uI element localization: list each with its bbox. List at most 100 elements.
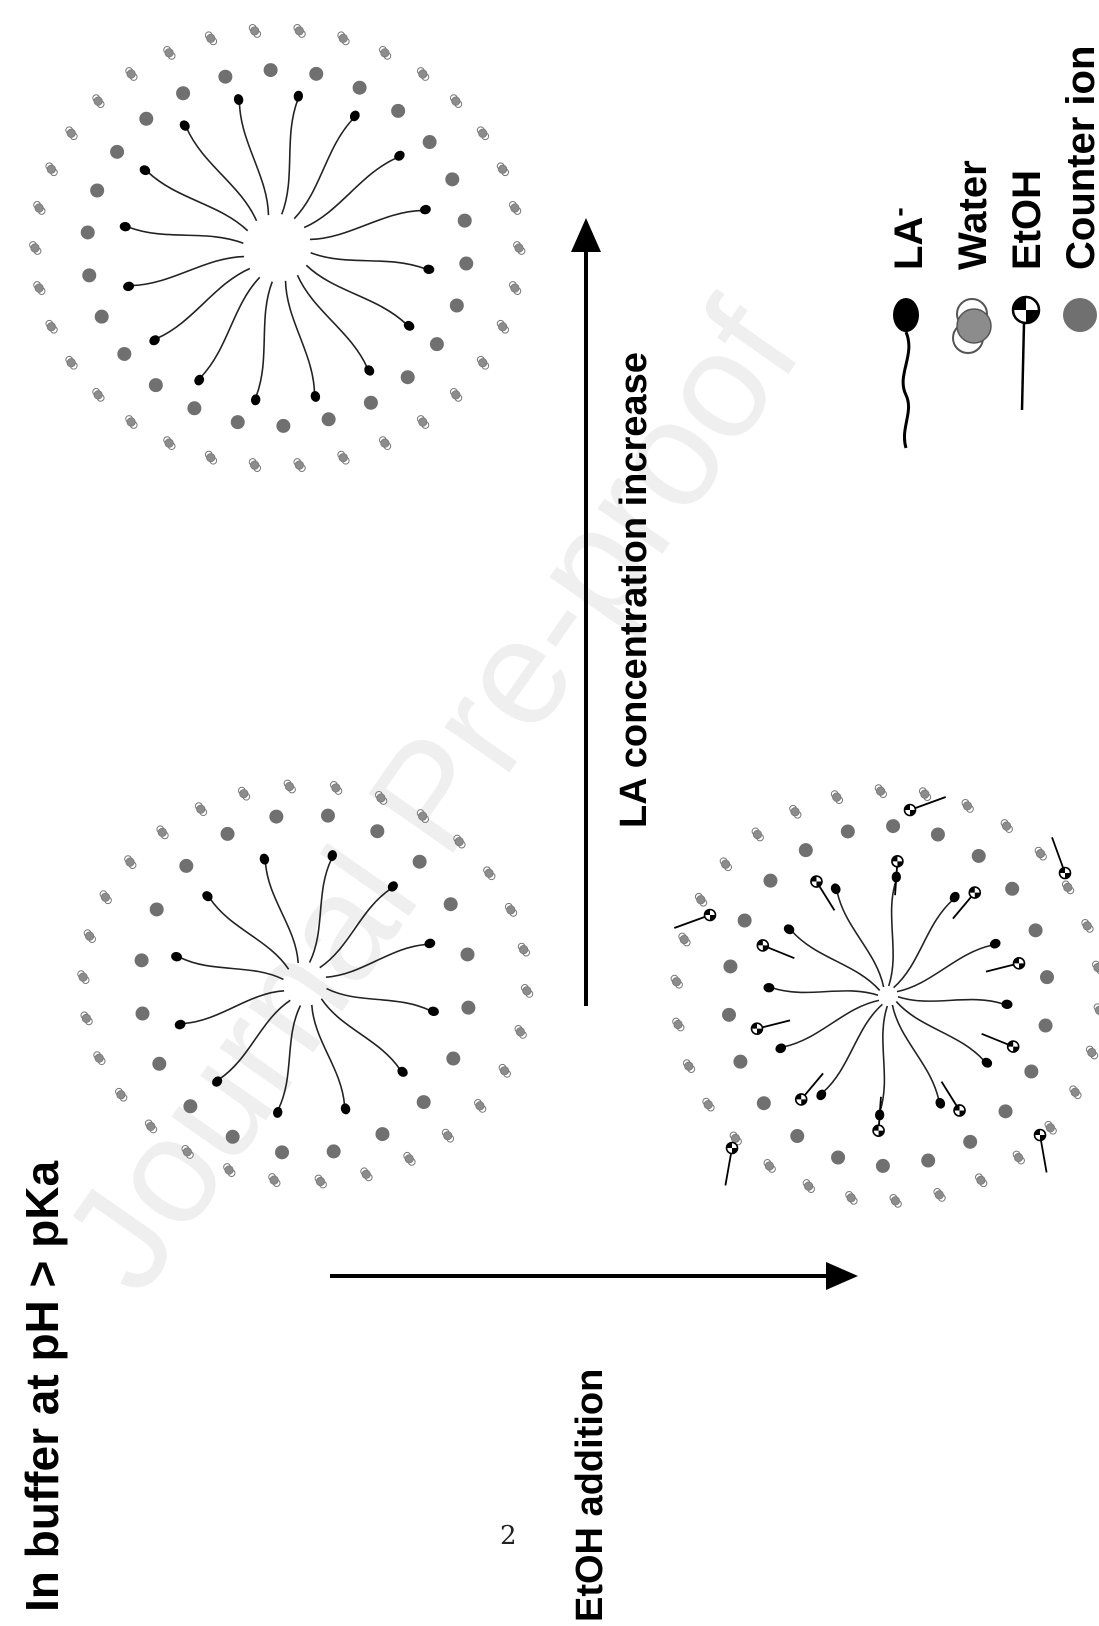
counter-ion <box>82 268 97 283</box>
ethanol-molecule <box>756 939 795 959</box>
counter-ion <box>422 135 437 150</box>
water-molecule <box>918 787 932 802</box>
surfactant <box>897 995 1013 1010</box>
concentration-label: LA concentration increase <box>613 352 655 828</box>
surfactant-tail <box>887 880 897 987</box>
water-molecule <box>293 458 306 472</box>
surfactant-head <box>775 1043 787 1054</box>
water-molecule <box>378 45 392 60</box>
surfactant-head <box>949 891 960 903</box>
counter-ion <box>971 848 986 863</box>
surfactant-head <box>394 150 405 161</box>
surfactant <box>179 120 258 222</box>
surfactant-tail <box>128 226 244 245</box>
water-molecule <box>474 1099 487 1113</box>
counter-ion <box>457 213 472 228</box>
water-molecule <box>360 1167 373 1182</box>
surfactant-tail <box>326 987 431 1012</box>
surfactant-head <box>259 853 270 865</box>
water-molecule <box>763 1159 776 1173</box>
surfactant-head <box>387 881 398 892</box>
la-surfactant-icon <box>893 298 919 449</box>
counter-ion <box>445 172 460 187</box>
surfactant <box>149 267 251 346</box>
water-molecule <box>672 1017 685 1032</box>
water-molecule <box>1081 918 1094 933</box>
surfactant-head <box>149 335 160 346</box>
counter-ion <box>840 824 855 839</box>
counter-ion <box>352 80 367 95</box>
counter-ion <box>963 1134 978 1149</box>
surfactant <box>763 982 879 997</box>
surfactant-head <box>179 120 190 131</box>
watermark: Journal Pre-proof <box>29 272 832 1318</box>
water-molecule <box>476 355 490 370</box>
surfactant <box>830 883 885 988</box>
water-molecule <box>729 1131 742 1146</box>
counter-ion <box>309 66 324 81</box>
micelle-in-buffer <box>77 779 534 1189</box>
water-molecule <box>268 1173 281 1187</box>
water-molecule <box>283 779 296 794</box>
surfactant-head <box>327 850 338 862</box>
ethanol-molecule <box>940 1081 966 1117</box>
counter-ion <box>790 1129 805 1144</box>
water-molecule <box>933 1188 946 1202</box>
surfactant-tail <box>305 264 407 325</box>
counter-ion <box>443 897 458 912</box>
surfactant-head <box>981 1057 993 1068</box>
counter-ion <box>921 1153 936 1168</box>
surfactant-tail <box>185 127 258 222</box>
water-molecule <box>337 450 350 465</box>
counter-ion <box>723 959 738 974</box>
water-molecule <box>92 387 105 402</box>
counter-ion <box>998 1104 1013 1119</box>
surfactant <box>123 255 245 292</box>
surfactant-head <box>123 281 135 292</box>
surfactant-tail <box>895 1001 985 1062</box>
water-molecule <box>378 436 392 451</box>
surfactant-tail <box>893 899 954 989</box>
surfactant-tail <box>772 987 879 997</box>
surfactant-tail <box>218 999 291 1080</box>
water-molecule <box>1044 1120 1057 1135</box>
surfactant-tail <box>319 888 392 969</box>
etoh-addition-arrow <box>330 1262 858 1290</box>
water-molecule <box>92 94 105 109</box>
water-molecule <box>163 45 176 60</box>
surfactant-head <box>293 90 304 102</box>
surfactant-head <box>935 1097 946 1109</box>
surfactant-head <box>419 204 431 215</box>
counter-ion <box>416 1095 431 1110</box>
surfactant-head <box>989 938 1001 949</box>
surfactant-head <box>233 94 244 106</box>
surfactant-head <box>830 883 841 895</box>
water-molecule <box>719 857 732 872</box>
surfactant-tail <box>896 944 993 993</box>
surfactant <box>775 999 880 1054</box>
counter-ion <box>391 103 406 118</box>
water-molecule <box>223 1163 236 1177</box>
water-molecule <box>115 1087 128 1102</box>
counter-ion <box>139 111 154 126</box>
surfactant-tail <box>277 1005 302 1110</box>
counter-ion <box>110 144 125 159</box>
water-molecule <box>514 1025 527 1039</box>
surfactant-head <box>783 924 795 935</box>
surfactant <box>310 251 435 275</box>
water-molecule <box>416 67 430 81</box>
surfactant <box>119 221 244 245</box>
water-molecule <box>403 1151 416 1166</box>
counter-ion <box>460 947 475 962</box>
water-molecule <box>961 799 974 813</box>
surfactant-head <box>427 1006 439 1017</box>
counter-ion <box>179 858 194 873</box>
water-molecule <box>99 890 112 905</box>
counter-ion <box>831 1150 846 1165</box>
surfactant-head <box>403 320 415 331</box>
surfactant-tail <box>264 862 300 964</box>
water-molecule <box>125 415 138 429</box>
surfactant-tail <box>147 171 249 232</box>
counter-ion <box>363 395 378 410</box>
